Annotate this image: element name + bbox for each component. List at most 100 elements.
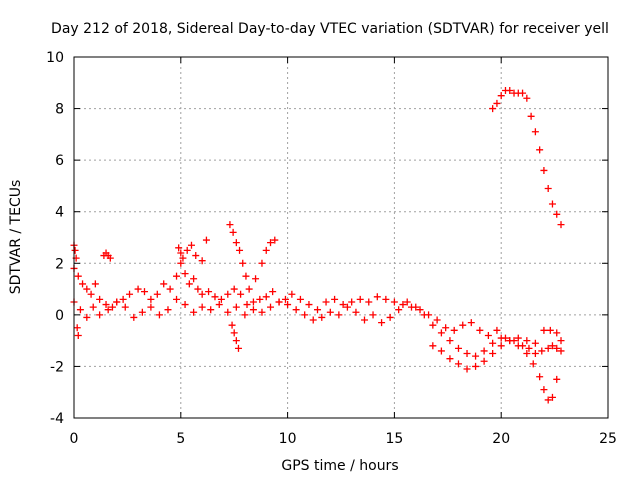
data-point	[198, 290, 206, 298]
data-point	[454, 360, 462, 368]
data-point	[412, 303, 420, 311]
x-tick-label: 0	[70, 431, 79, 447]
data-point	[544, 344, 552, 352]
data-point	[164, 306, 172, 314]
data-point	[267, 239, 275, 247]
data-point	[249, 306, 257, 314]
grid-layer	[74, 57, 608, 418]
data-point	[454, 344, 462, 352]
data-point	[544, 185, 552, 193]
data-point	[121, 303, 129, 311]
data-point	[540, 166, 548, 174]
y-tick-label: -2	[50, 359, 64, 375]
data-point	[269, 288, 277, 296]
data-point	[395, 306, 403, 314]
data-point	[179, 254, 187, 262]
data-point	[416, 306, 424, 314]
data-point	[74, 331, 82, 339]
data-point	[215, 301, 223, 309]
data-point	[365, 298, 373, 306]
data-point	[484, 331, 492, 339]
data-point	[113, 298, 121, 306]
data-point	[463, 365, 471, 373]
data-point	[514, 334, 522, 342]
data-point	[527, 112, 535, 120]
data-point	[108, 303, 116, 311]
data-point	[232, 239, 240, 247]
data-point	[134, 285, 142, 293]
data-point	[234, 344, 242, 352]
data-point	[519, 89, 527, 97]
data-point	[548, 342, 556, 350]
data-point	[173, 295, 181, 303]
data-point	[446, 337, 454, 345]
data-point	[232, 303, 240, 311]
data-point	[194, 285, 202, 293]
data-point	[390, 298, 398, 306]
x-tick-label: 15	[385, 431, 403, 447]
data-points-layer	[70, 87, 565, 404]
data-point	[493, 326, 501, 334]
data-point	[190, 308, 198, 316]
data-point	[536, 373, 544, 381]
data-point	[493, 99, 501, 107]
data-point	[96, 295, 104, 303]
data-point	[140, 288, 148, 296]
data-point	[198, 257, 206, 265]
data-point	[239, 259, 247, 267]
data-point	[348, 298, 356, 306]
data-point	[89, 303, 97, 311]
data-point	[271, 236, 279, 244]
data-point	[187, 241, 195, 249]
data-point	[553, 344, 561, 352]
data-point	[96, 311, 104, 319]
data-point	[546, 326, 554, 334]
data-point	[305, 301, 313, 309]
data-point	[335, 311, 343, 319]
y-tick-label: 6	[55, 153, 64, 169]
data-point	[252, 275, 260, 283]
data-point	[480, 347, 488, 355]
data-point	[557, 347, 565, 355]
data-point	[256, 295, 264, 303]
data-point	[318, 313, 326, 321]
data-point	[284, 301, 292, 309]
x-tick-label: 25	[599, 431, 617, 447]
data-point	[523, 350, 531, 358]
y-axis-label: SDTVAR / TECUs	[8, 180, 24, 295]
data-point	[175, 244, 183, 252]
data-point	[155, 311, 163, 319]
data-point	[119, 295, 127, 303]
series-group	[70, 221, 279, 352]
data-point	[497, 342, 505, 350]
data-point	[267, 303, 275, 311]
data-point	[230, 285, 238, 293]
data-point	[339, 301, 347, 309]
data-point	[138, 308, 146, 316]
data-point	[104, 306, 112, 314]
data-point	[467, 319, 475, 327]
data-point	[74, 272, 82, 280]
data-point	[531, 128, 539, 136]
data-point	[529, 360, 537, 368]
data-point	[228, 321, 236, 329]
data-point	[173, 272, 181, 280]
x-tick-label: 20	[492, 431, 510, 447]
data-point	[83, 285, 91, 293]
data-point	[249, 298, 257, 306]
data-point	[177, 249, 185, 257]
data-point	[523, 337, 531, 345]
series-group	[70, 259, 565, 358]
data-point	[442, 324, 450, 332]
data-point	[480, 357, 488, 365]
data-point	[557, 337, 565, 345]
data-point	[433, 316, 441, 324]
data-point	[489, 105, 497, 113]
data-point	[91, 280, 99, 288]
data-point	[211, 293, 219, 301]
data-point	[205, 288, 213, 296]
series-group	[429, 326, 561, 373]
data-point	[296, 295, 304, 303]
data-point	[553, 210, 561, 218]
